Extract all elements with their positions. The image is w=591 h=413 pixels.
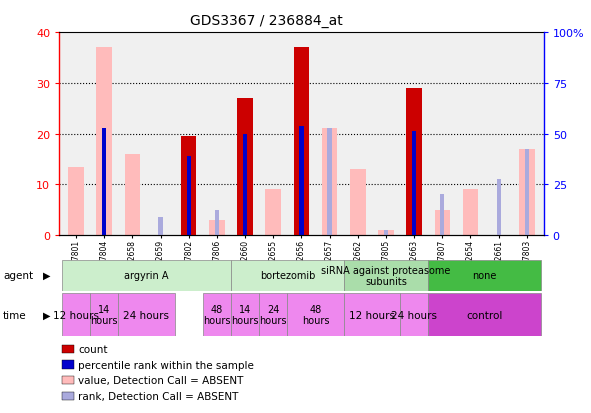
Text: siRNA against proteasome
subunits: siRNA against proteasome subunits <box>322 265 450 287</box>
Bar <box>378 230 394 235</box>
Text: ▶: ▶ <box>43 310 50 320</box>
Text: argyrin A: argyrin A <box>124 271 168 281</box>
Bar <box>96 48 112 235</box>
Text: count: count <box>78 344 108 354</box>
Text: 14
hours: 14 hours <box>231 304 259 326</box>
Text: value, Detection Call = ABSENT: value, Detection Call = ABSENT <box>78 375 243 385</box>
Bar <box>294 48 309 235</box>
Bar <box>344 293 400 337</box>
Bar <box>187 157 191 235</box>
Bar <box>90 293 118 337</box>
Text: 12 hours: 12 hours <box>349 310 395 320</box>
Bar <box>322 129 337 235</box>
Bar <box>434 210 450 235</box>
Text: 14
hours: 14 hours <box>90 304 118 326</box>
Text: 24
hours: 24 hours <box>259 304 287 326</box>
Bar <box>125 154 140 235</box>
Bar <box>238 99 253 235</box>
Bar <box>440 195 444 235</box>
Bar <box>259 293 287 337</box>
Text: 24 hours: 24 hours <box>391 310 437 320</box>
Bar <box>407 89 422 235</box>
Bar <box>265 190 281 235</box>
Bar <box>62 260 231 291</box>
Bar <box>400 293 428 337</box>
Bar <box>181 137 196 235</box>
Bar <box>384 230 388 235</box>
Bar <box>299 127 304 235</box>
Text: 24 hours: 24 hours <box>124 310 170 320</box>
Text: ▶: ▶ <box>43 271 50 280</box>
Text: none: none <box>472 271 497 281</box>
Text: GDS3367 / 236884_at: GDS3367 / 236884_at <box>190 14 342 28</box>
Text: 48
hours: 48 hours <box>302 304 329 326</box>
Bar <box>350 170 365 235</box>
Bar <box>428 260 541 291</box>
Bar <box>463 190 478 235</box>
Text: control: control <box>466 310 503 320</box>
Bar <box>287 293 344 337</box>
Bar <box>344 260 428 291</box>
Bar <box>428 293 541 337</box>
Bar <box>327 129 332 235</box>
Bar <box>158 218 163 235</box>
Bar <box>231 260 344 291</box>
Text: agent: agent <box>3 271 33 280</box>
Bar <box>215 210 219 235</box>
Text: percentile rank within the sample: percentile rank within the sample <box>78 360 254 370</box>
Bar <box>231 293 259 337</box>
Bar <box>412 132 416 235</box>
Bar <box>203 293 231 337</box>
Bar <box>68 167 84 235</box>
Text: rank, Detection Call = ABSENT: rank, Detection Call = ABSENT <box>78 391 238 401</box>
Text: 12 hours: 12 hours <box>53 310 99 320</box>
Bar <box>496 180 501 235</box>
Bar <box>118 293 174 337</box>
Text: bortezomib: bortezomib <box>259 271 315 281</box>
Bar <box>525 150 529 235</box>
Text: time: time <box>3 310 27 320</box>
Bar <box>243 134 247 235</box>
Bar <box>102 129 106 235</box>
Bar <box>519 150 535 235</box>
Bar <box>209 220 225 235</box>
Bar <box>62 293 90 337</box>
Text: 48
hours: 48 hours <box>203 304 230 326</box>
